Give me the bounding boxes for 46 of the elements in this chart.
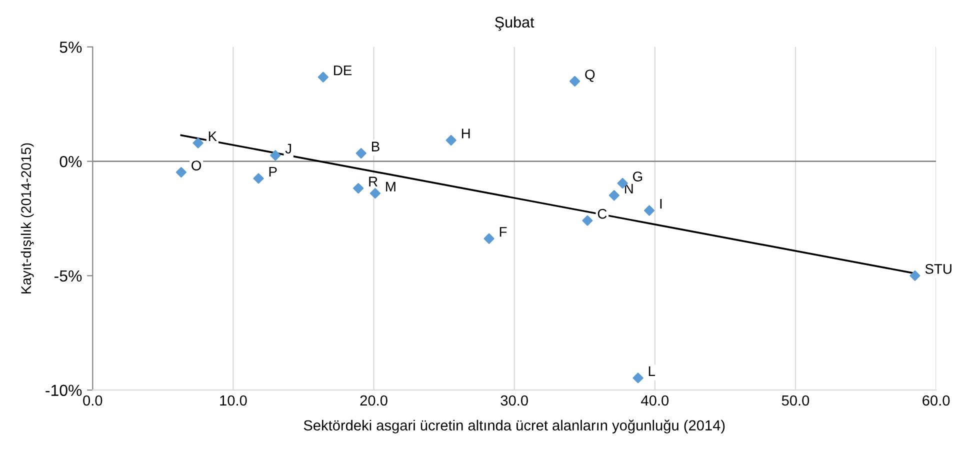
point	[176, 166, 186, 178]
y-tick-label: -5%	[54, 270, 82, 282]
annotation: F	[500, 227, 507, 237]
y-tick-label: 0%	[60, 156, 82, 168]
annotation: O	[192, 160, 202, 170]
annotation: R	[369, 176, 378, 186]
annotation: C	[598, 208, 607, 219]
annotation: STU	[925, 264, 952, 274]
point	[644, 205, 655, 216]
y-tick-label: 5%	[60, 42, 82, 53]
point	[608, 190, 620, 201]
annotation: J	[285, 144, 292, 154]
point	[353, 183, 364, 194]
point	[370, 188, 380, 199]
x-tick-label: 40.0	[641, 395, 669, 406]
point	[192, 138, 204, 148]
point	[569, 76, 580, 87]
x-tick-label: 0.0	[83, 395, 102, 406]
annotation: Q	[585, 70, 595, 82]
annotation: B	[372, 142, 380, 152]
point	[253, 173, 264, 184]
point	[582, 215, 593, 226]
chart-title: Şubat	[495, 16, 534, 31]
annotation: I	[660, 198, 662, 209]
annotation: DE	[334, 66, 352, 76]
y-axis-title: Kayıt-dışılık (2014-2015)	[20, 143, 34, 294]
annotation: M	[386, 182, 396, 192]
annotation: P	[269, 166, 277, 176]
point	[270, 150, 281, 161]
x-tick-label: 50.0	[782, 395, 810, 406]
annotation: L	[648, 366, 656, 376]
point	[446, 134, 456, 146]
x-tick-label: 10.0	[220, 395, 247, 406]
annotation: H	[462, 128, 470, 138]
annotation: G	[633, 172, 642, 182]
point	[910, 270, 920, 281]
point	[484, 233, 494, 244]
x-tick-label: 20.0	[360, 395, 388, 406]
y-tick-label: -10%	[46, 384, 82, 396]
x-tick-label: 30.0	[500, 395, 528, 406]
point	[632, 372, 644, 384]
point	[356, 148, 366, 159]
point	[318, 72, 328, 82]
x-tick-label: 60.0	[922, 395, 950, 406]
annotation: K	[208, 131, 217, 142]
x-axis-title: Sektördeki asgari ücretin altında ücret alanların yoğunluğu (2014)	[304, 420, 725, 434]
